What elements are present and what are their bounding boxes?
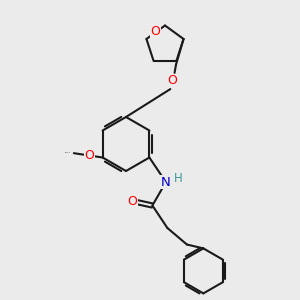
Text: N: N bbox=[161, 176, 171, 189]
Text: O: O bbox=[167, 74, 177, 88]
Text: methoxy: methoxy bbox=[65, 152, 72, 153]
Text: O: O bbox=[84, 149, 94, 162]
Text: O: O bbox=[127, 195, 137, 208]
Text: O: O bbox=[150, 25, 160, 38]
Text: H: H bbox=[174, 172, 183, 185]
